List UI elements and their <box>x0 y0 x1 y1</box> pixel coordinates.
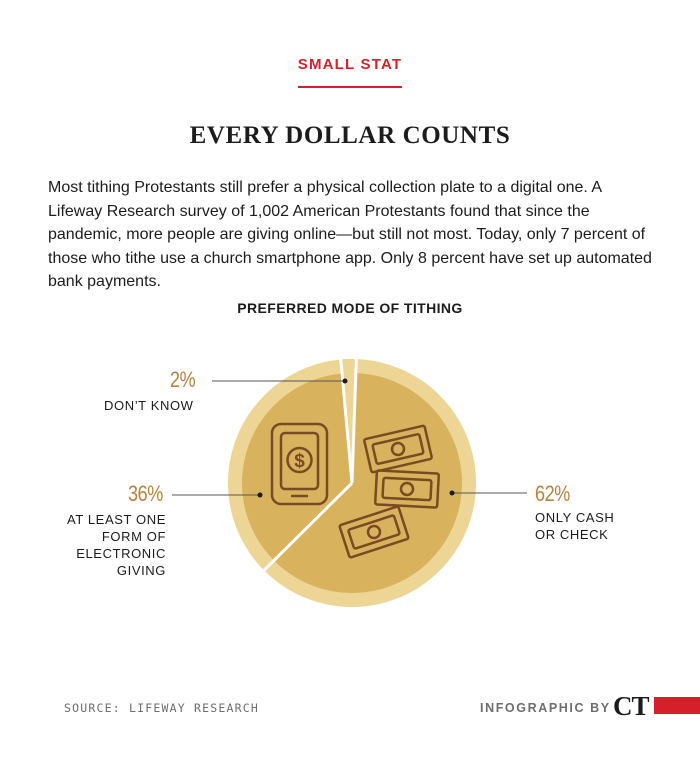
slice-electronic <box>241 373 352 561</box>
ct-logo: CT <box>613 691 650 721</box>
leader-dot-dont-know <box>342 378 348 384</box>
dek-paragraph: Most tithing Protestants still prefer a … <box>48 179 652 290</box>
label-cash: ONLY CASH OR CHECK <box>535 510 615 542</box>
kicker: SMALL STAT <box>297 56 403 73</box>
pie-divider <box>350 359 358 484</box>
label-dont-know: DON’T KNOW <box>104 398 194 413</box>
label-electronic: AT LEAST ONE FORM OF ELECTRONIC GIVING <box>67 512 166 578</box>
pie-divider <box>262 481 354 572</box>
pie-dividers <box>262 359 358 572</box>
infographic-credit: INFOGRAPHIC BY <box>480 701 611 715</box>
leader-dot-cash <box>449 490 455 496</box>
source-note: SOURCE: LIFEWAY RESEARCH <box>64 701 259 715</box>
pct-electronic: 36% <box>128 481 163 506</box>
pct-cash: 62% <box>535 481 570 506</box>
pct-dont-know: 2% <box>170 367 196 392</box>
ct-logo-bar <box>654 697 700 714</box>
cash-bills-icon <box>338 424 440 559</box>
smartphone-dollar-icon: $ <box>270 422 329 506</box>
headline: EVERY DOLLAR COUNTS <box>189 122 511 149</box>
leader-lines <box>172 380 527 496</box>
leader-dots <box>257 378 455 498</box>
pie-divider <box>339 359 354 484</box>
chart-title: PREFERRED MODE OF TITHING <box>237 300 463 316</box>
kicker-rule <box>298 86 402 88</box>
svg-text:$: $ <box>294 451 305 472</box>
leader-dot-electronic <box>257 492 263 498</box>
